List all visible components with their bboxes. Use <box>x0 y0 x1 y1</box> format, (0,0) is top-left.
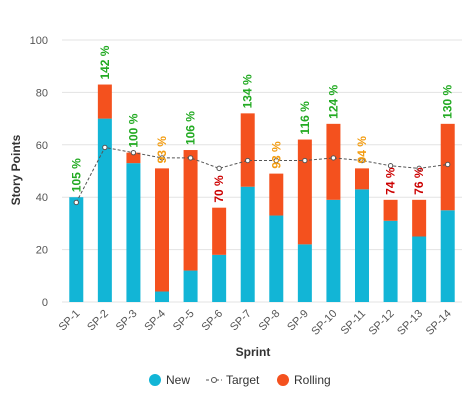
bar-new <box>326 199 341 302</box>
bar-rolling <box>240 113 255 187</box>
target-point <box>359 157 365 164</box>
bar-rolling <box>126 152 141 164</box>
bar-rolling <box>97 84 112 119</box>
bar-new <box>269 215 284 302</box>
y-tick-label: 80 <box>36 87 48 99</box>
x-tick-label: SP-1 <box>57 308 83 334</box>
target-line <box>73 144 451 206</box>
bar-rolling <box>155 168 169 292</box>
bar-new <box>412 236 427 302</box>
percent-label: 93 % <box>155 136 169 164</box>
bar-new <box>97 118 112 302</box>
target-point <box>416 165 422 172</box>
grid-lines <box>62 39 462 303</box>
y-axis-title: Story Points <box>9 134 23 205</box>
x-tick-label: SP-3 <box>114 308 140 334</box>
bar-new <box>183 270 198 302</box>
percent-label: 74 % <box>384 167 398 195</box>
percent-label: 93 % <box>269 141 283 169</box>
percent-label: 116 % <box>298 101 312 135</box>
x-tick-label: SP-11 <box>339 308 369 338</box>
bar-rolling <box>383 199 398 221</box>
x-tick-label: SP-7 <box>228 308 254 334</box>
target-point <box>445 161 451 168</box>
x-tick-label: SP-4 <box>142 308 168 334</box>
legend-label: Rolling <box>294 373 331 387</box>
target-point <box>245 157 251 164</box>
target-point <box>159 155 165 161</box>
y-tick-label: 20 <box>36 245 48 257</box>
bar-new <box>212 254 227 302</box>
y-axis-ticks: 0 20 40 60 80 100 <box>30 35 48 309</box>
bar-new <box>355 189 369 302</box>
percent-labels: 105 % 142 % 100 % 93 % 106 % 70 % 134 % 93 % 116… <box>69 45 454 202</box>
percent-label: 100 % <box>126 113 140 147</box>
bar-rolling <box>412 199 427 237</box>
x-tick-label: SP-2 <box>85 308 111 334</box>
bar-new <box>297 244 312 302</box>
target-point <box>73 199 79 206</box>
percent-label: 76 % <box>412 167 426 195</box>
legend-swatch <box>149 374 161 386</box>
bar-rolling <box>269 173 284 216</box>
bar-new <box>126 163 141 302</box>
percent-label: 106 % <box>184 111 198 145</box>
x-tick-label: SP-6 <box>199 308 225 334</box>
bar-rolling <box>297 139 312 245</box>
x-tick-label: SP-8 <box>257 308 283 334</box>
bar-rolling <box>326 123 341 200</box>
target-point <box>302 157 308 164</box>
x-tick-label: SP-9 <box>285 308 311 334</box>
target-point <box>216 165 222 172</box>
legend: New Target Rolling <box>149 373 331 387</box>
x-tick-label: SP-5 <box>171 308 197 334</box>
y-tick-label: 60 <box>36 140 48 152</box>
x-axis-ticks: SP-1 SP-2 SP-3 SP-4 SP-5 SP-6 SP-7 SP-8 SP-9SP-1… <box>57 308 454 338</box>
target-point <box>330 155 337 161</box>
bar-new <box>383 220 398 302</box>
percent-label: 94 % <box>355 136 369 164</box>
bar-new <box>440 210 455 302</box>
percent-label: 70 % <box>212 175 226 203</box>
percent-label: 105 % <box>69 158 83 192</box>
target-point <box>387 163 394 169</box>
target-point <box>130 149 137 156</box>
x-tick-label: SP-13 <box>395 308 425 338</box>
legend-swatch-point <box>211 377 217 383</box>
bar-rolling <box>183 150 198 271</box>
legend-swatch <box>277 374 289 386</box>
percent-label: 130 % <box>441 84 455 118</box>
target-point <box>187 155 194 161</box>
bar-new <box>155 291 169 302</box>
x-tick-label: SP-12 <box>367 308 397 338</box>
bar-rolling <box>212 207 227 255</box>
x-tick-label: SP-10 <box>309 308 339 338</box>
y-tick-label: 0 <box>42 297 48 309</box>
bar-new <box>240 186 255 302</box>
x-axis-title: Sprint <box>236 345 271 359</box>
percent-label: 124 % <box>326 84 340 118</box>
target-point <box>102 144 108 151</box>
bar-new <box>69 197 84 302</box>
percent-label: 142 % <box>98 45 112 79</box>
percent-label: 134 % <box>241 74 255 108</box>
legend-label: New <box>166 373 190 387</box>
target-series-line <box>75 146 448 203</box>
legend-label: Target <box>226 373 260 387</box>
y-tick-label: 40 <box>36 192 48 204</box>
y-tick-label: 100 <box>30 35 48 47</box>
target-point <box>273 157 279 164</box>
bar-rolling <box>355 168 369 190</box>
x-tick-label: SP-14 <box>424 308 454 338</box>
